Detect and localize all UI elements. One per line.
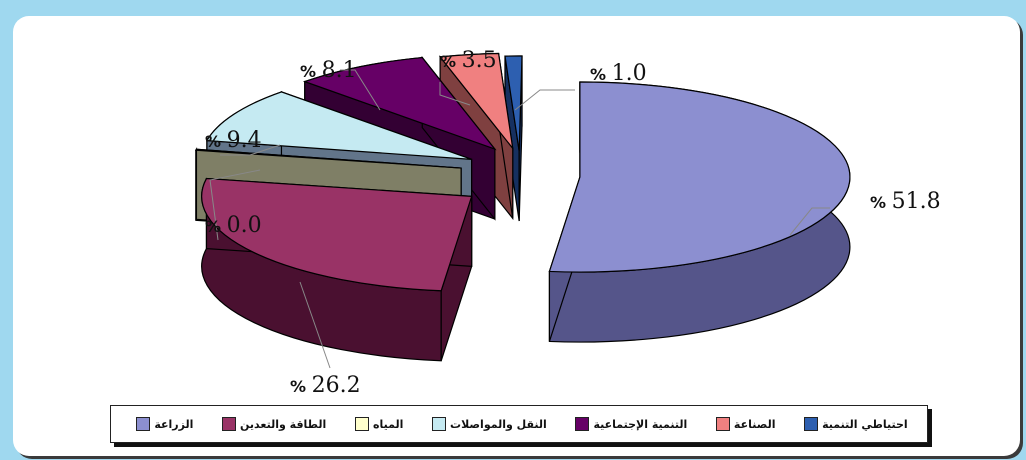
leader-line-5	[340, 69, 381, 111]
leader-line-6	[439, 82, 471, 106]
data-label-7: % 1.0	[590, 61, 647, 86]
leader-line-7	[514, 89, 575, 111]
legend-swatch	[354, 417, 369, 431]
leader-line-3	[209, 169, 261, 241]
legend-label: احتياطي التنمية	[822, 417, 908, 431]
pie-slice-7	[504, 55, 523, 222]
data-label-5: % 8.1	[300, 58, 357, 83]
legend-item-4: النقل والمواصلات	[426, 417, 547, 431]
legend-item-7: احتياطي التنمية	[798, 417, 908, 431]
legend-swatch	[804, 417, 819, 431]
legend-label: الطاقة والتعدين	[240, 417, 327, 431]
legend-item-2: الطاقة والتعدين	[216, 417, 326, 431]
legend-item-6: الصناعة	[710, 417, 776, 431]
legend-label: الزراعة	[154, 417, 194, 431]
chart-legend: احتياطي التنمية الصناعة التنمية الإجتماعية…	[110, 405, 928, 443]
legend-label: الصناعة	[733, 417, 776, 431]
leader-line-2	[299, 281, 331, 369]
data-label-3: % 0.0	[205, 213, 262, 238]
data-label-1: % 51.8	[870, 189, 941, 214]
legend-swatch	[222, 417, 237, 431]
data-label-2: % 26.2	[290, 373, 361, 398]
legend-swatch	[136, 417, 151, 431]
legend-item-5: التنمية الإجتماعية	[569, 417, 687, 431]
legend-swatch	[432, 417, 447, 431]
legend-item-1: الزراعة	[130, 417, 193, 431]
pie-chart: % 51.8 % 26.2 % 0.0 % 9.4 % 8.1 % 3.5 % 1.0	[194, 48, 941, 398]
leader-line-1	[789, 207, 830, 236]
data-label-6: % 3.5	[440, 48, 497, 73]
leader-line-4	[220, 144, 281, 156]
legend-label: المياه	[372, 417, 404, 431]
legend-label: النقل والمواصلات	[450, 417, 547, 431]
legend-swatch	[575, 417, 590, 431]
legend-label: التنمية الإجتماعية	[593, 417, 688, 431]
legend-swatch	[715, 417, 730, 431]
data-label-4: % 9.4	[205, 128, 262, 153]
pie-slice-2	[201, 177, 473, 362]
pie-slice-1	[548, 81, 851, 343]
legend-item-3: المياه	[349, 417, 403, 431]
